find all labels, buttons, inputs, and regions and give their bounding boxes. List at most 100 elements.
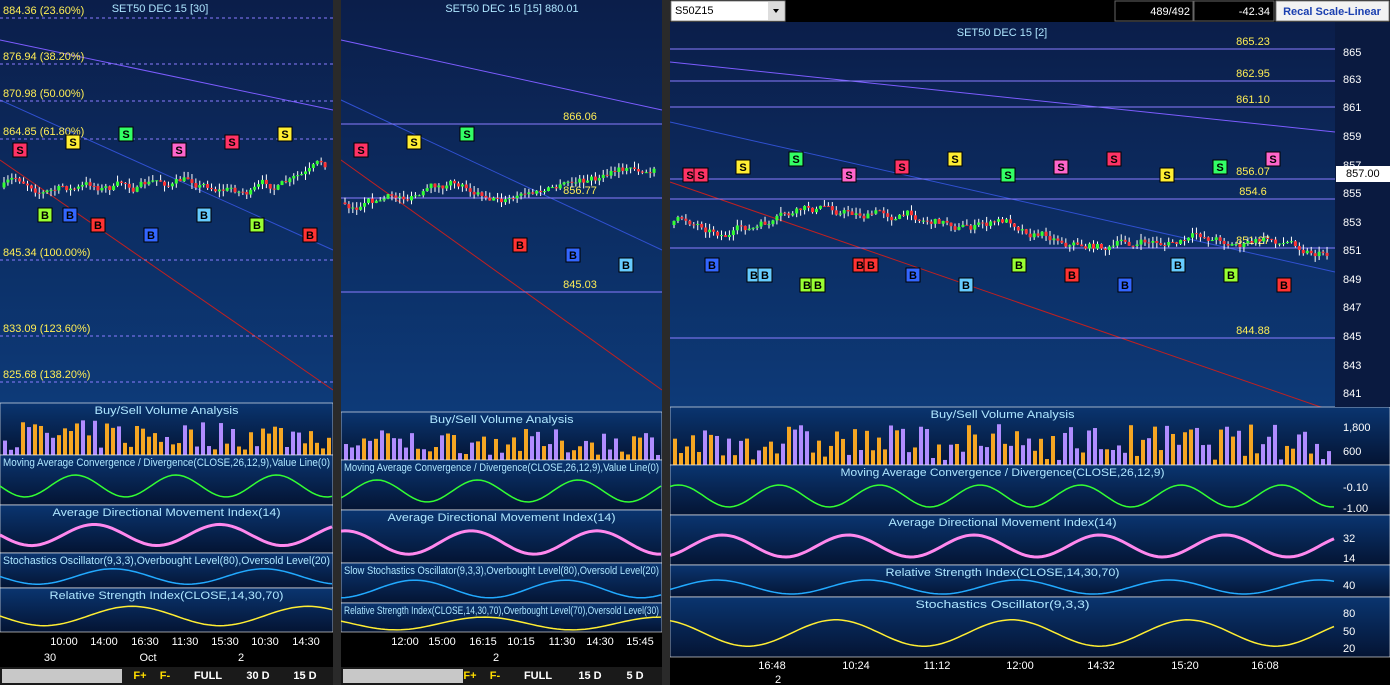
volume-bar bbox=[745, 438, 749, 465]
candle-body bbox=[874, 210, 878, 214]
candle-body bbox=[1167, 241, 1171, 246]
candle-body bbox=[394, 195, 398, 198]
indicator-line bbox=[340, 479, 662, 503]
volume-bar bbox=[1243, 455, 1247, 465]
volume-bar bbox=[632, 436, 636, 460]
volume-bar bbox=[1201, 445, 1205, 465]
volume-bar bbox=[608, 449, 612, 460]
candle-body bbox=[621, 167, 625, 171]
candle-body bbox=[10, 177, 14, 180]
indicator-tick: 50 bbox=[1343, 626, 1355, 638]
volume-bar bbox=[362, 438, 366, 460]
scrollbar[interactable] bbox=[343, 669, 463, 683]
candle-body bbox=[550, 187, 554, 189]
toolbar-button[interactable]: F+ bbox=[463, 670, 476, 682]
candle-body bbox=[862, 215, 866, 219]
signal-label: S bbox=[1110, 154, 1117, 166]
volume-bar bbox=[255, 446, 259, 455]
candle-body bbox=[382, 198, 386, 201]
candle-body bbox=[1187, 237, 1191, 241]
candle-body bbox=[1060, 240, 1064, 243]
candle-body bbox=[957, 226, 961, 230]
volume-bar bbox=[183, 425, 187, 455]
recal-label[interactable]: Recal Scale-Linear bbox=[1283, 6, 1382, 18]
volume-bar bbox=[973, 434, 977, 465]
candle-body bbox=[272, 188, 276, 190]
indicator-tick: 600 bbox=[1343, 446, 1361, 458]
indicator-title: Stochastics Oscillator(9,3,3) bbox=[916, 599, 1090, 611]
candle-body bbox=[830, 206, 834, 211]
time-label: 10:24 bbox=[842, 660, 870, 672]
time-label: 16:30 bbox=[131, 636, 159, 648]
volume-bar bbox=[835, 431, 839, 465]
candle-body bbox=[1048, 236, 1052, 241]
indicator-title: Slow Stochastics Oscillator(9,3,3),Overb… bbox=[344, 565, 659, 577]
candle-body bbox=[159, 180, 163, 182]
indicator-tick: 1,800 bbox=[1343, 422, 1371, 434]
volume-bar bbox=[602, 433, 606, 460]
symbol-select[interactable] bbox=[670, 0, 786, 22]
signal-box bbox=[1106, 151, 1122, 167]
toolbar-button[interactable]: 30 D bbox=[246, 670, 269, 682]
level-label: 862.95 bbox=[1236, 68, 1270, 80]
candle-body bbox=[601, 174, 605, 178]
candle-body bbox=[870, 213, 874, 215]
time-label: 11:30 bbox=[172, 636, 199, 648]
signal-box bbox=[704, 257, 720, 273]
volume-bar bbox=[243, 449, 247, 455]
level-label: 861.10 bbox=[1236, 94, 1270, 106]
volume-bar bbox=[1267, 436, 1271, 465]
time-label: 14:32 bbox=[1087, 660, 1115, 672]
signal-label: B bbox=[750, 270, 758, 282]
candle-body bbox=[1222, 240, 1226, 244]
volume-bar bbox=[907, 452, 911, 465]
toolbar-button[interactable]: 15 D bbox=[578, 670, 601, 682]
volume-bar bbox=[739, 440, 743, 465]
volume-bar bbox=[33, 424, 37, 455]
level-label: 884.36 (23.60%) bbox=[3, 5, 84, 17]
scrollbar[interactable] bbox=[2, 669, 122, 683]
candle-body bbox=[33, 188, 37, 193]
candle-body bbox=[29, 185, 33, 189]
candle-body bbox=[57, 185, 61, 191]
signal-box bbox=[810, 277, 826, 293]
volume-bar bbox=[769, 441, 773, 465]
date-label: Oct bbox=[139, 652, 156, 664]
candle-body bbox=[182, 177, 186, 182]
toolbar-button[interactable]: F- bbox=[160, 670, 171, 682]
candle-body bbox=[53, 189, 57, 191]
signal-box bbox=[565, 247, 581, 263]
recal-button[interactable] bbox=[1275, 0, 1390, 22]
indicator-line bbox=[340, 579, 662, 599]
price-tick: 845 bbox=[1343, 331, 1361, 343]
indicator-pane bbox=[340, 509, 663, 564]
signal-label: S bbox=[463, 129, 470, 141]
candle-body bbox=[539, 190, 543, 193]
volume-bar bbox=[476, 441, 480, 460]
toolbar-button[interactable]: FULL bbox=[194, 670, 222, 682]
candle-body bbox=[973, 224, 977, 230]
candle-body bbox=[759, 221, 763, 227]
candle-body bbox=[45, 190, 49, 193]
candle-body bbox=[554, 187, 558, 189]
volume-bar bbox=[1009, 445, 1013, 465]
volume-bar bbox=[416, 448, 420, 460]
signal-box bbox=[171, 142, 187, 158]
volume-bar bbox=[799, 425, 803, 465]
toolbar-button[interactable]: F+ bbox=[133, 670, 146, 682]
candle-body bbox=[1313, 253, 1317, 257]
volume-bar bbox=[321, 448, 325, 455]
signal-label: S bbox=[1269, 154, 1276, 166]
volume-bar bbox=[949, 444, 953, 465]
candle-body bbox=[1317, 251, 1321, 257]
toolbar-button[interactable]: 5 D bbox=[626, 670, 643, 682]
indicator-line bbox=[0, 522, 333, 548]
candle-body bbox=[1206, 237, 1210, 241]
volume-bar bbox=[865, 430, 869, 465]
signal-label: S bbox=[228, 137, 235, 149]
toolbar-button[interactable]: F- bbox=[490, 670, 501, 682]
toolbar-button[interactable]: 15 D bbox=[293, 670, 316, 682]
toolbar-button[interactable]: FULL bbox=[524, 670, 552, 682]
volume-bar bbox=[512, 437, 516, 460]
candle-body bbox=[1159, 243, 1163, 246]
